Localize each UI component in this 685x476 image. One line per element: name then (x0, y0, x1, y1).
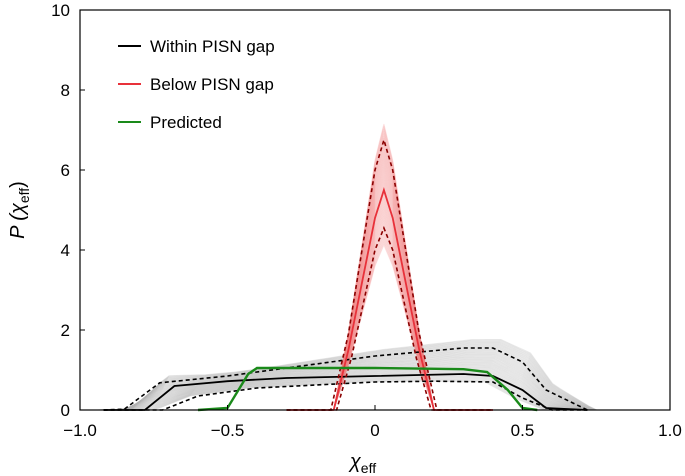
grey-draw (96, 356, 606, 411)
grey-draw (91, 369, 600, 411)
legend-label-predicted: Predicted (150, 113, 222, 132)
grey-draw (101, 342, 611, 411)
grey-draw (99, 348, 609, 411)
x-axis: −1.0 −0.5 0 0.5 1.0 (63, 405, 682, 440)
grey-draw (97, 352, 607, 411)
y-tick-label: 8 (61, 81, 70, 100)
grey-draw (102, 339, 612, 411)
x-axis-title-main: χ (348, 451, 362, 473)
grey-draw (102, 340, 612, 411)
y-tick-label: 2 (61, 321, 70, 340)
grey-draw (101, 341, 611, 411)
x-tick-label: 0 (370, 421, 379, 440)
grey-draw (101, 341, 611, 411)
grey-draw (88, 376, 598, 411)
grey-draw (93, 364, 602, 411)
grey-draw (97, 351, 607, 411)
series-2 (197, 366, 538, 412)
y-axis-title-sub: eff (16, 188, 32, 203)
y-tick-label: 4 (61, 241, 70, 260)
grey-draw (89, 374, 599, 411)
grey-draw (100, 344, 610, 411)
grey-draw (98, 349, 608, 411)
grey-draw (90, 370, 600, 411)
y-tick-label: 6 (61, 161, 70, 180)
grey-draw (91, 368, 601, 411)
x-tick-label: 1.0 (658, 421, 682, 440)
grey-draw (95, 357, 605, 411)
series-layer (103, 137, 588, 412)
x-tick-label: 0.5 (511, 421, 535, 440)
series-1 (286, 137, 493, 411)
grey-draw (100, 343, 610, 411)
series-median-line (197, 366, 538, 412)
grey-draw (101, 343, 610, 411)
grey-draw (92, 366, 602, 411)
grey-draw (88, 376, 598, 411)
y-axis-title-main: P (χ (7, 202, 29, 239)
y-axis-title-close: ) (7, 181, 29, 188)
grey-draw (89, 374, 599, 411)
series-lower-bound (286, 225, 493, 411)
y-axis: 0 2 4 6 8 10 (51, 1, 85, 420)
grey-draw (98, 350, 608, 411)
grey-draw (102, 339, 612, 411)
legend-label-within: Within PISN gap (150, 37, 275, 56)
grey-draw (89, 373, 599, 411)
y-axis-title: P (χeff) (7, 181, 32, 239)
grey-draw (88, 375, 598, 411)
x-axis-title: χeff (348, 451, 376, 476)
legend-label-below: Below PISN gap (150, 75, 274, 94)
series-upper-bound (103, 347, 588, 411)
y-tick-label: 0 (61, 401, 70, 420)
grey-draw (92, 366, 602, 411)
y-tick-label: 10 (51, 1, 70, 20)
x-tick-label: −1.0 (63, 421, 97, 440)
x-tick-label: −0.5 (211, 421, 245, 440)
series-lower-bound (103, 380, 588, 411)
series-0 (103, 347, 588, 411)
series-median-line (286, 187, 493, 411)
x-axis-title-sub: eff (361, 460, 376, 476)
grey-draw (96, 356, 605, 411)
grey-draw (98, 349, 608, 411)
grey-draw (98, 351, 607, 411)
grey-draw (92, 365, 602, 411)
grey-draw (93, 363, 603, 411)
series-median-line (103, 373, 588, 411)
legend: Within PISN gap Below PISN gap Predicted (118, 37, 275, 132)
series-upper-bound (286, 137, 493, 411)
